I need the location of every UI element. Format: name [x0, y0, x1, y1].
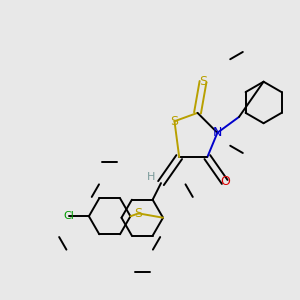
- Text: S: S: [170, 115, 178, 128]
- Text: O: O: [220, 176, 230, 188]
- Text: Cl: Cl: [63, 211, 74, 221]
- Text: S: S: [134, 207, 142, 220]
- Text: S: S: [199, 75, 207, 88]
- Text: N: N: [213, 126, 222, 139]
- Text: H: H: [147, 172, 155, 182]
